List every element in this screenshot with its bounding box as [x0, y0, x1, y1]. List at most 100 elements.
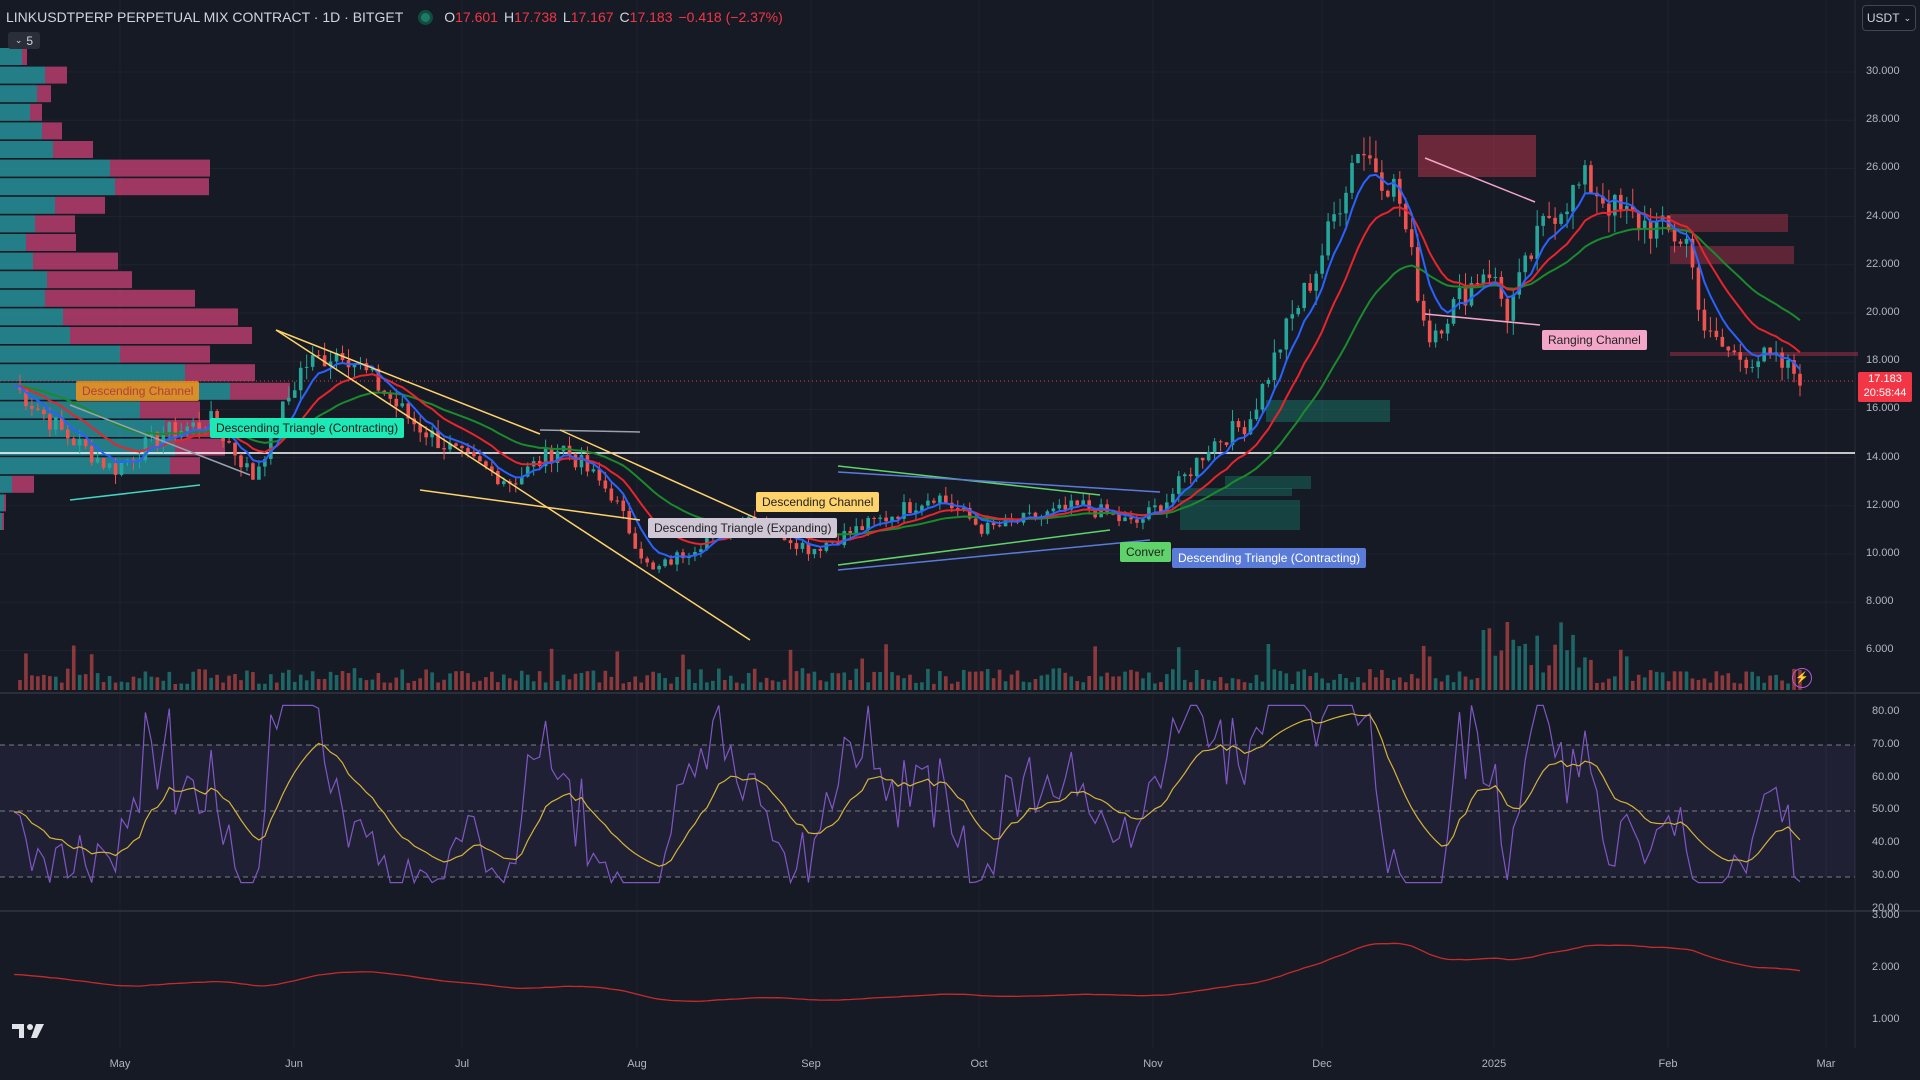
candle-body [932, 500, 936, 503]
candle-body [418, 424, 422, 433]
volume-bar [812, 671, 817, 690]
volume-bar [1517, 646, 1522, 690]
candle-body [292, 390, 297, 398]
volume-bar [1780, 680, 1784, 690]
pattern-label-descending-channel[interactable]: Descending Channel [76, 381, 200, 401]
volume-bar [1636, 674, 1641, 690]
volume-bar [770, 680, 775, 690]
pattern-label-descending-triangle-contracting[interactable]: Descending Triangle (Contracting) [210, 418, 405, 438]
volume-bar [328, 671, 333, 690]
volume-bar [991, 678, 996, 690]
candle-body [1768, 347, 1772, 355]
volume-bar [1075, 681, 1080, 690]
candle-body [1397, 178, 1402, 204]
volume-bar [310, 671, 315, 690]
candle-body [519, 476, 524, 485]
candle-body [914, 510, 918, 514]
volume-bar [1571, 634, 1575, 690]
pattern-label-descending-triangle-expanding[interactable]: Descending Triangle (Expanding) [648, 518, 838, 538]
volume-profile-down [53, 141, 93, 158]
volume-bar [1475, 677, 1480, 690]
rsi-tick-label: 40.00 [1872, 836, 1900, 849]
volume-bar [549, 648, 554, 690]
candle-body [549, 447, 554, 463]
volume-bar [251, 672, 255, 690]
time-tick-label: Oct [970, 1058, 988, 1070]
lightning-icon[interactable]: ⚡ [1792, 668, 1812, 688]
candle-body [310, 355, 315, 367]
candle-body [496, 471, 500, 485]
candle-body [961, 507, 966, 510]
zone-box [1180, 488, 1292, 496]
volume-bar [478, 680, 482, 690]
volume-bar [1087, 676, 1091, 690]
volume-bar [657, 673, 661, 690]
pattern-label-descending-triangle-contracting-2[interactable]: Descending Triangle (Contracting) [1172, 548, 1367, 568]
volume-bar [424, 669, 428, 690]
indicators-collapse-button[interactable]: ⌄ 5 [8, 32, 40, 49]
price-tick-label: 30.000 [1866, 65, 1900, 77]
time-tick-label: Dec [1312, 1058, 1332, 1070]
volume-bar [1439, 681, 1444, 690]
candle-body [251, 463, 255, 480]
volume-profile-down [110, 159, 210, 177]
tradingview-logo-icon[interactable] [12, 1022, 46, 1040]
candle-body [322, 355, 327, 367]
candle-body [1242, 427, 1247, 435]
candle-body [71, 438, 76, 446]
candle-body [394, 398, 399, 407]
volume-bar [693, 683, 697, 690]
volume-profile-up [0, 401, 140, 419]
volume-bar [1672, 671, 1677, 690]
volume-bar [1176, 647, 1181, 690]
volume-bar [1320, 678, 1324, 690]
candle-body [286, 397, 291, 402]
volume-profile-up [0, 475, 12, 493]
candle-body [1356, 154, 1360, 163]
pattern-label-descending-channel-2[interactable]: Descending Channel [756, 492, 880, 512]
pattern-label-converging[interactable]: Conver [1120, 542, 1171, 562]
volume-bar [1224, 683, 1229, 690]
volume-bar [36, 676, 40, 690]
low-label: L [562, 9, 571, 25]
volume-profile-up [0, 215, 35, 233]
pattern-trend-line [419, 489, 641, 521]
candle-body [370, 368, 375, 371]
volume-bar [221, 682, 225, 690]
candle-body [693, 551, 697, 557]
candle-body [1123, 517, 1127, 522]
volume-bar [579, 672, 584, 690]
volume-bar [1254, 674, 1259, 690]
candle-body [579, 455, 584, 468]
pattern-trend-line [837, 539, 1151, 571]
volume-profile-up [0, 103, 30, 121]
candle-body [854, 526, 859, 534]
candle-body [1344, 192, 1348, 214]
volume-bar [1481, 629, 1486, 690]
volume-bar [926, 668, 930, 690]
candle-body [316, 355, 321, 357]
volume-bar [932, 683, 936, 690]
pattern-label-ranging-channel[interactable]: Ranging Channel [1542, 330, 1647, 350]
candle-body [95, 458, 100, 463]
volume-profile-down [185, 364, 255, 382]
volume-bar [1212, 680, 1217, 690]
volume-bar [1200, 679, 1205, 690]
volume-bar [1081, 682, 1086, 690]
candle-body [304, 366, 309, 368]
volume-bar [48, 676, 52, 690]
zone-box [1266, 400, 1390, 422]
pattern-trend-line [69, 484, 201, 501]
volume-bar [149, 676, 154, 690]
volume-bar [1696, 679, 1701, 690]
candle-body [806, 542, 811, 555]
candle-body [878, 517, 882, 519]
candle-body [1099, 504, 1103, 518]
candle-body [1517, 272, 1522, 295]
symbol-title[interactable]: LINKUSDTPERP PERPETUAL MIX CONTRACT · 1D… [6, 9, 404, 25]
pattern-trend-line [69, 404, 251, 476]
volume-bar [71, 645, 76, 690]
currency-selector[interactable]: USDT ⌄ [1862, 5, 1916, 31]
volume-profile-up [0, 122, 42, 140]
